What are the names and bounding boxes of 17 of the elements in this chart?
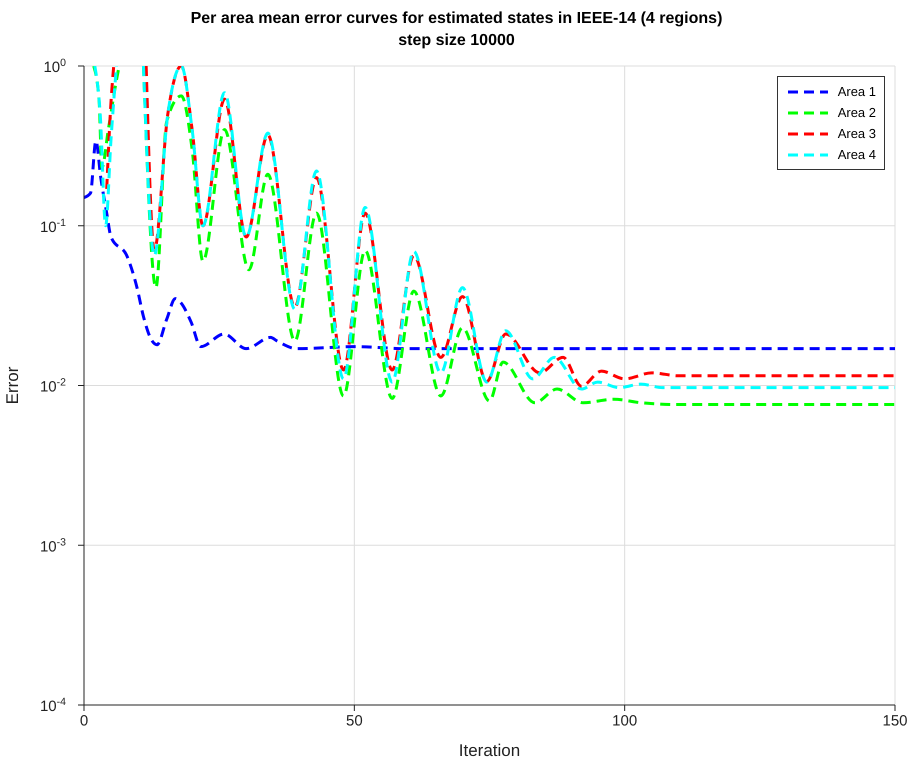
chart-subtitle: step size 10000 [397,31,516,51]
y-tick-label: 10$^{-2}$ [40,376,66,396]
y-axis-title: Error [3,366,22,404]
y-tick-label: 10$^{0}$ [43,57,66,76]
x-tick-label: 0 [80,712,88,730]
y-tick-label: 10$^{-3}$ [40,536,66,556]
chart-title: Per area mean error curves for estimated states in IEEE-14 (4 regions) [190,9,724,29]
y-tick-label: 10$^{-1}$ [40,216,66,236]
x-tick-label: 100 [612,712,638,730]
legend-label: Area 2 [838,105,876,120]
x-tick-label: 150 [882,712,908,730]
y-tick-label: 10$^{-4}$ [40,696,66,715]
legend-label: Area 3 [838,126,876,141]
x-tick-label: 50 [346,712,363,730]
legend-label: Area 4 [838,147,876,162]
x-axis-title: Iteration [458,741,520,758]
legend-label: Area 1 [838,84,876,99]
